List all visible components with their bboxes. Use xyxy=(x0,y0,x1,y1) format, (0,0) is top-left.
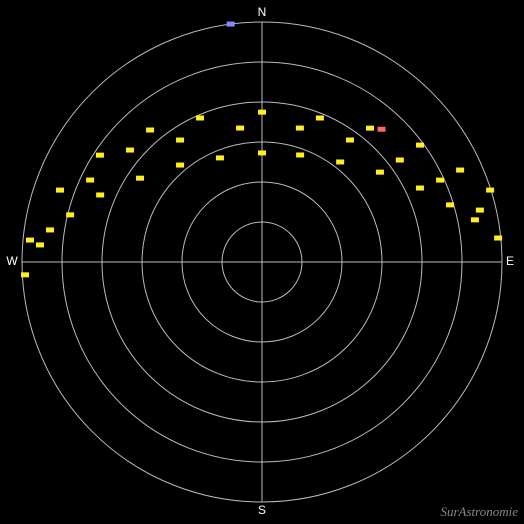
satellite-point xyxy=(415,185,424,191)
north-label: N xyxy=(258,5,267,19)
elevation-ring xyxy=(21,21,503,503)
satellite-point xyxy=(215,155,224,161)
satellite-point xyxy=(377,126,386,132)
satellite-point xyxy=(126,147,135,153)
south-label: S xyxy=(258,503,266,517)
elevation-ring xyxy=(101,101,423,423)
satellite-point xyxy=(366,125,375,131)
satellite-point xyxy=(96,192,105,198)
satellite-point xyxy=(66,212,75,218)
satellite-point xyxy=(46,227,55,233)
satellite-point xyxy=(56,187,65,193)
satellite-point xyxy=(315,115,324,121)
elevation-ring xyxy=(221,221,303,303)
satellite-point xyxy=(415,142,424,148)
satellite-point xyxy=(475,207,484,213)
satellite-point xyxy=(35,242,44,248)
satellite-point xyxy=(446,202,455,208)
satellite-point xyxy=(176,162,185,168)
satellite-point xyxy=(258,150,266,156)
satellite-point xyxy=(25,237,34,243)
satellite-point xyxy=(494,235,503,241)
satellite-point xyxy=(296,152,305,158)
satellite-point xyxy=(236,125,245,131)
elevation-ring xyxy=(61,61,463,463)
watermark: SurAstronomie xyxy=(440,504,518,519)
satellite-point xyxy=(136,175,145,181)
west-label: W xyxy=(6,254,18,268)
satellite-point xyxy=(395,157,404,163)
satellite-point xyxy=(95,152,104,158)
satellite-point xyxy=(21,272,30,278)
satellite-point xyxy=(86,177,95,183)
satellite-point xyxy=(195,115,204,121)
satellite-point xyxy=(345,137,354,143)
satellite-point xyxy=(456,167,465,173)
satellite-point xyxy=(336,159,345,165)
elevation-ring xyxy=(181,181,343,343)
satellite-point xyxy=(226,21,235,27)
satellite-point xyxy=(295,125,304,131)
satellite-point xyxy=(470,217,479,223)
satellite-point xyxy=(375,169,384,175)
satellite-point xyxy=(258,109,266,115)
east-label: E xyxy=(506,254,514,268)
satellite-point xyxy=(176,137,185,143)
satellite-point xyxy=(486,187,495,193)
satellite-point xyxy=(436,177,445,183)
satellite-point xyxy=(146,127,155,133)
elevation-ring xyxy=(141,141,383,383)
